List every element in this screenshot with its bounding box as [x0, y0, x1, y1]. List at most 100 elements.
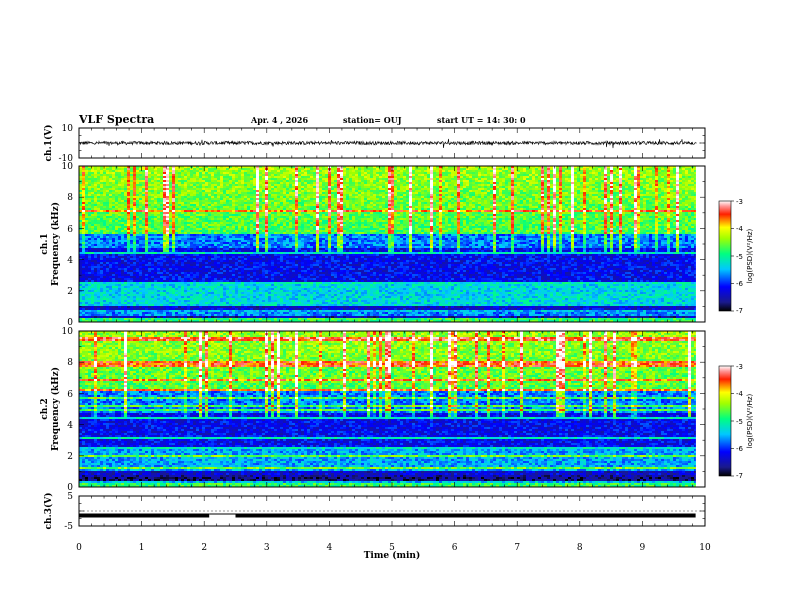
spectrogram-cell: [97, 188, 100, 190]
spectrogram-cell: [130, 310, 133, 312]
spectrogram-cell: [127, 228, 130, 230]
spectrogram-cell: [106, 312, 109, 314]
spectrogram-cell: [85, 186, 88, 188]
spectrogram-cell: [109, 180, 112, 182]
spectrogram-cell: [133, 194, 136, 196]
spectrogram-cell: [118, 252, 121, 254]
spectrogram-cell: [124, 172, 127, 174]
spectrogram-cell: [85, 250, 88, 252]
spectrogram-cell: [112, 172, 115, 174]
spectrogram-cell: [100, 184, 103, 186]
spectrogram-cell: [133, 226, 136, 228]
spectrogram-cell: [112, 288, 115, 290]
spectrogram-cell: [115, 250, 118, 252]
spectrogram-cell: [106, 290, 109, 292]
spectrogram-cell: [100, 202, 103, 204]
spectrogram-cell: [133, 184, 136, 186]
spectrogram-cell: [109, 266, 112, 268]
spectrogram-cell: [112, 296, 115, 298]
spectrogram-cell: [106, 286, 109, 288]
spectrogram-cell: [130, 188, 133, 190]
spectrogram-cell: [100, 178, 103, 180]
spectrogram-cell: [85, 276, 88, 278]
spectrogram-cell: [94, 248, 97, 250]
spectrogram-cell: [130, 244, 133, 246]
spectrogram-cell: [118, 198, 121, 200]
spectrogram-cell: [130, 264, 133, 266]
spectrogram-cell: [121, 172, 124, 174]
spectrogram-cell: [100, 200, 103, 202]
spectrogram-cell: [85, 192, 88, 194]
spectrogram-cell: [118, 228, 121, 230]
spectrogram-cell: [109, 224, 112, 226]
spectrogram-cell: [97, 222, 100, 224]
spectrogram-cell: [127, 254, 130, 256]
spectrogram-cell: [82, 254, 85, 256]
spectrogram-cell: [130, 242, 133, 244]
spectrogram-cell: [85, 176, 88, 178]
spectrogram-cell: [118, 250, 121, 252]
spectrogram-cell: [115, 184, 118, 186]
spectrogram-cell: [85, 242, 88, 244]
spectrogram-cell: [109, 264, 112, 266]
spectrogram-cell: [112, 290, 115, 292]
spectrogram-cell: [115, 254, 118, 256]
spectrogram-cell: [133, 196, 136, 198]
spectrogram-cell: [103, 266, 106, 268]
spectrogram-cell: [91, 254, 94, 256]
spectrogram-cell: [118, 312, 121, 314]
spectrogram-cell: [109, 234, 112, 236]
spectrogram-cell: [97, 208, 100, 210]
spectrogram-cell: [103, 186, 106, 188]
spectrogram-cell: [127, 196, 130, 198]
spectrogram-cell: [82, 248, 85, 250]
spectrogram-cell: [130, 296, 133, 298]
spectrogram-cell: [82, 268, 85, 270]
spectrogram-cell: [115, 266, 118, 268]
spectrogram-cell: [91, 232, 94, 234]
spectrogram-cell: [124, 210, 127, 212]
spectrogram-cell: [100, 238, 103, 240]
spectrogram-cell: [88, 234, 91, 236]
spectrogram-cell: [124, 220, 127, 222]
spectrogram-cell: [97, 282, 100, 284]
spectrogram-cell: [82, 276, 85, 278]
spectrogram-cell: [94, 188, 97, 190]
spectrogram-cell: [109, 252, 112, 254]
spectrogram-cell: [115, 306, 118, 308]
spectrogram-cell: [115, 268, 118, 270]
spectrogram-cell: [121, 276, 124, 278]
vlf-figure: VLF Spectra Apr. 4 , 2026 station= OUJ s…: [0, 0, 792, 612]
spectrogram-cell: [103, 202, 106, 204]
spectrogram-cell: [127, 190, 130, 192]
spectrogram-cell: [133, 236, 136, 238]
spectrogram-cell: [85, 252, 88, 254]
spectrogram-cell: [106, 218, 109, 220]
spectrogram-cell: [121, 192, 124, 194]
spectrogram-cell: [85, 294, 88, 296]
spectrogram-cell: [121, 248, 124, 250]
spectrogram-cell: [133, 254, 136, 256]
spectrogram-cell: [91, 300, 94, 302]
spectrogram-cell: [94, 176, 97, 178]
spectrogram-cell: [94, 202, 97, 204]
spectrogram-cell: [88, 202, 91, 204]
spectrogram-cell: [82, 244, 85, 246]
spectrogram-cell: [97, 170, 100, 172]
spectrogram-cell: [100, 180, 103, 182]
spectrogram-cell: [82, 204, 85, 206]
spectrogram-cell: [82, 226, 85, 228]
spectrogram-cell: [127, 268, 130, 270]
spectrogram-cell: [103, 218, 106, 220]
spectrogram-cell: [121, 278, 124, 280]
spectrogram-cell: [88, 184, 91, 186]
spectrogram-cell: [112, 284, 115, 286]
spectrogram-cell: [109, 284, 112, 286]
spectrogram-cell: [106, 240, 109, 242]
spectrogram-cell: [133, 262, 136, 264]
spectrogram-cell: [109, 228, 112, 230]
spectrogram-cell: [94, 184, 97, 186]
spectrogram-cell: [115, 176, 118, 178]
spectrogram-cell: [133, 182, 136, 184]
spectrogram-cell: [130, 284, 133, 286]
